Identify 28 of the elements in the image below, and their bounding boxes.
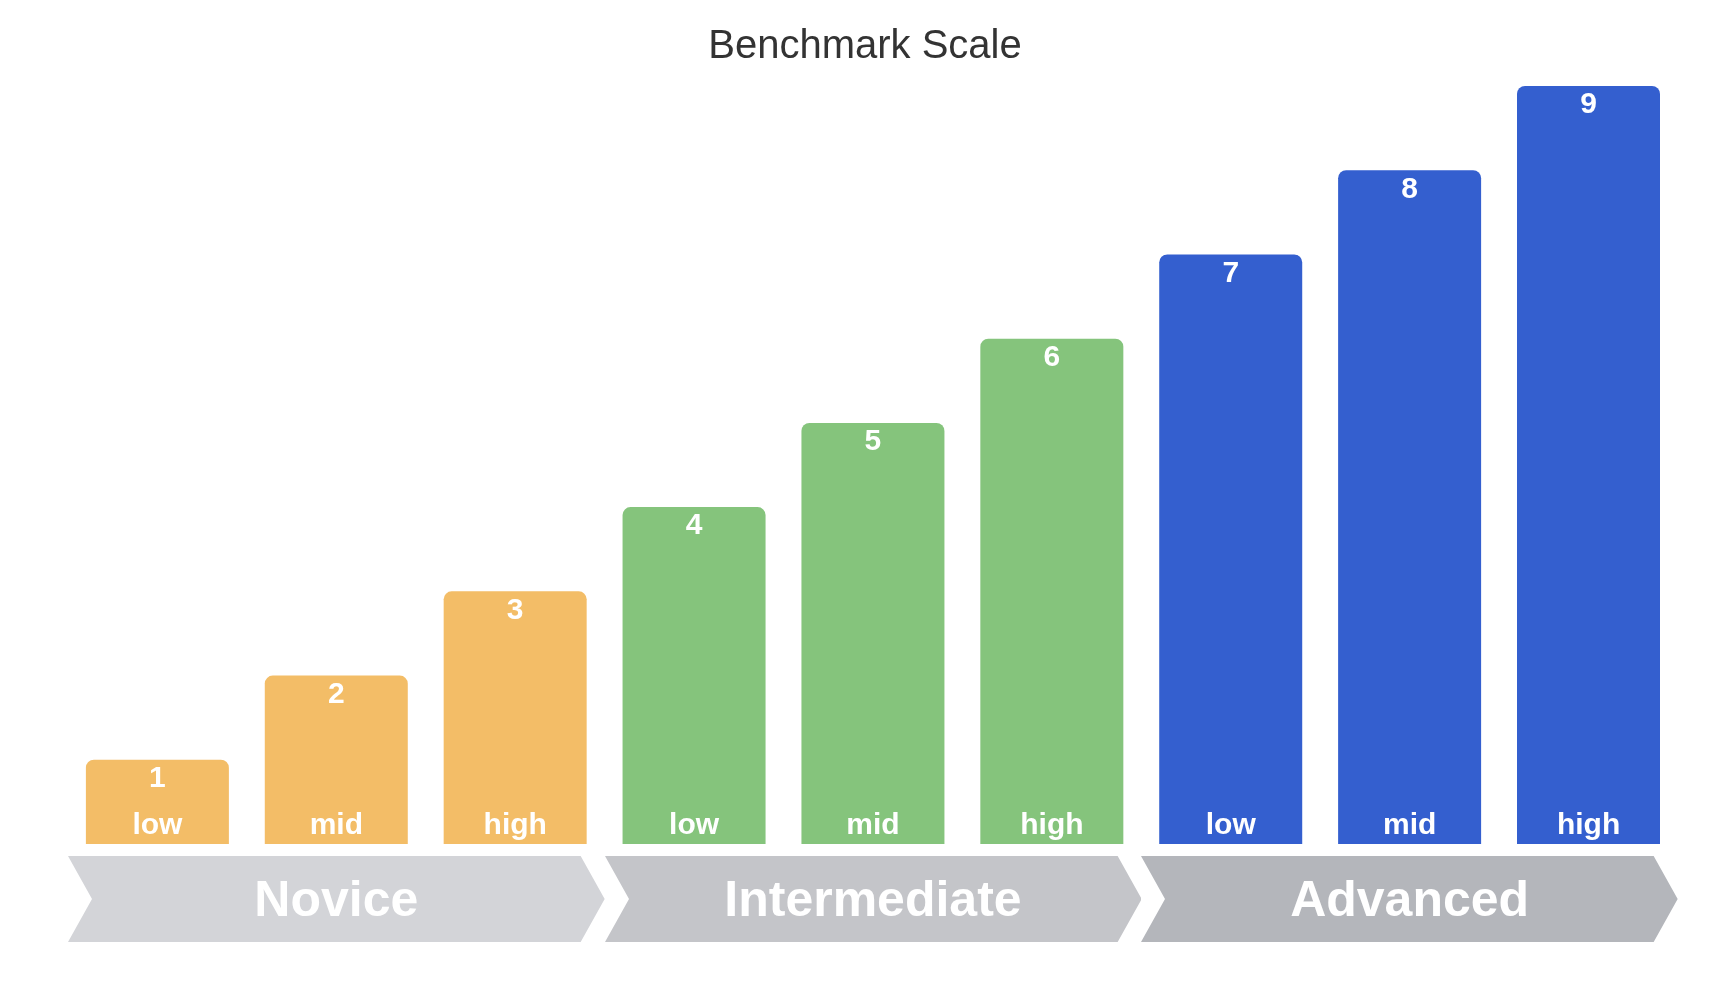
x-tick-label: high [483, 807, 547, 840]
bar [980, 338, 1124, 844]
bar [1159, 254, 1303, 844]
data-label: 5 [864, 423, 882, 457]
data-label: 8 [1401, 170, 1418, 204]
x-tick-label: mid [309, 807, 364, 840]
bar [1338, 170, 1482, 844]
x-tick-label: low [132, 807, 184, 840]
x-tick-label: mid [846, 807, 900, 840]
bar [85, 759, 229, 844]
bar [801, 422, 945, 844]
x-tick-label: mid [1382, 807, 1437, 840]
bar [1517, 86, 1660, 844]
bar [443, 591, 587, 844]
x-tick-label: low [1205, 807, 1257, 840]
chart-title: Benchmark Scale [707, 21, 1023, 68]
x-tick-label: high [1556, 807, 1621, 840]
data-label: 2 [327, 675, 345, 709]
data-label: 4 [685, 507, 703, 541]
data-label: 1 [149, 760, 166, 794]
data-label: 7 [1222, 254, 1240, 288]
x-tick-label: low [669, 807, 720, 840]
data-label: 3 [506, 591, 524, 625]
x-tick-label: high [1020, 807, 1084, 840]
bar [264, 675, 408, 844]
data-label: 6 [1043, 338, 1061, 372]
bar [622, 507, 766, 844]
data-label: 9 [1580, 86, 1597, 120]
